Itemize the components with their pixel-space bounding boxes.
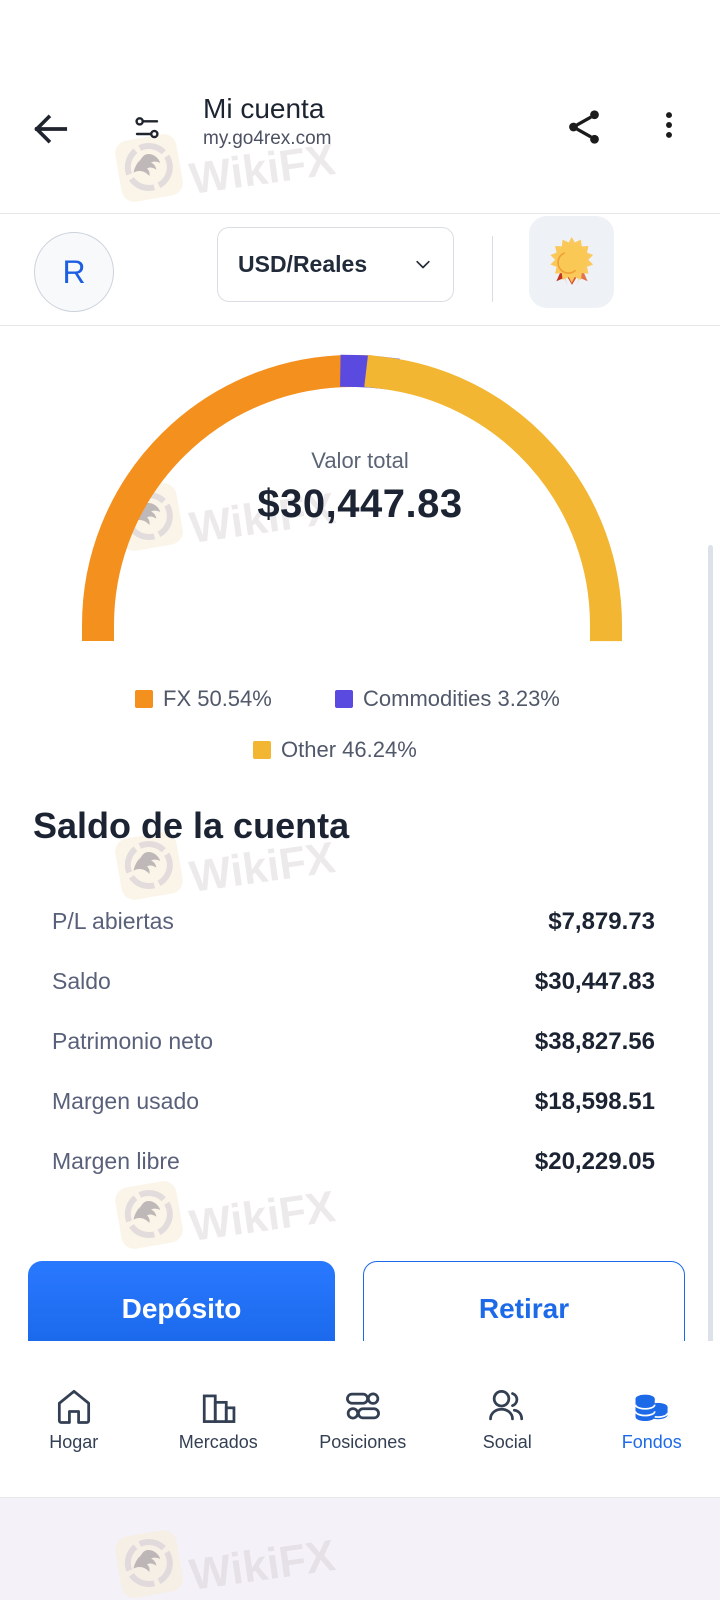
- svg-text:WikiFX: WikiFX: [187, 1531, 339, 1600]
- svg-text:WikiFX: WikiFX: [187, 1182, 339, 1251]
